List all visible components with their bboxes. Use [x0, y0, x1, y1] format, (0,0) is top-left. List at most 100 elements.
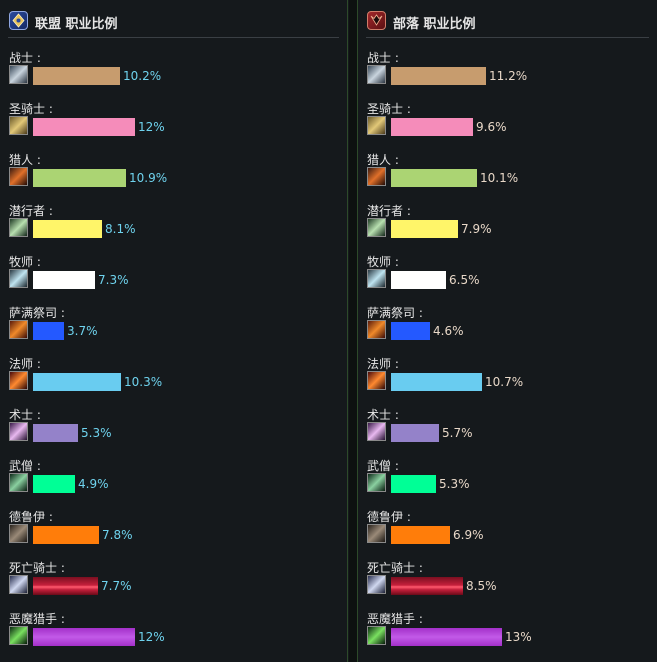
class-name: 牧师 :	[9, 255, 41, 269]
class-ratio-bar	[391, 628, 502, 646]
priest-staff-icon	[367, 269, 386, 288]
class-ratio-bar	[33, 271, 95, 289]
warlock-wand-icon	[9, 422, 28, 441]
class-name: 武僧 :	[9, 459, 41, 473]
class-percent: 12%	[138, 120, 165, 134]
horde-header: 部落 职业比例	[366, 9, 649, 38]
mage-staff-icon	[9, 371, 28, 390]
class-ratio-bar	[391, 67, 486, 85]
monk-staff-icon	[367, 473, 386, 492]
class-name: 潜行者 :	[367, 204, 411, 218]
class-name: 萨满祭司 :	[9, 306, 65, 320]
class-ratio-bar	[33, 118, 135, 136]
class-percent: 10.2%	[123, 69, 162, 83]
monk-staff-icon	[9, 473, 28, 492]
class-percent: 10.3%	[124, 375, 163, 389]
horde-crest-icon	[367, 11, 386, 30]
class-name: 武僧 :	[367, 459, 399, 473]
deathknight-blade-icon	[367, 575, 386, 594]
class-ratio-bar	[33, 424, 78, 442]
deathknight-blade-icon	[9, 575, 28, 594]
class-name: 战士 :	[9, 51, 41, 65]
class-percent: 10.9%	[129, 171, 168, 185]
class-percent: 7.7%	[101, 579, 132, 593]
mage-staff-icon	[367, 371, 386, 390]
class-ratio-bar	[33, 577, 98, 595]
rogue-dagger-icon	[9, 218, 28, 237]
alliance-title: 联盟 职业比例	[35, 17, 118, 32]
horde-panel: 部落 职业比例 战士 : 11.2% 圣骑士 : 9.6% 猎人 : 10.1% 潜行者 :…	[357, 0, 657, 662]
priest-staff-icon	[9, 269, 28, 288]
class-percent: 4.6%	[433, 324, 464, 338]
shaman-totem-icon	[367, 320, 386, 339]
class-name: 圣骑士 :	[367, 102, 411, 116]
warrior-sword-icon	[367, 65, 386, 84]
warrior-sword-icon	[9, 65, 28, 84]
class-ratio-bar	[33, 67, 120, 85]
class-name: 萨满祭司 :	[367, 306, 423, 320]
class-name: 猎人 :	[9, 153, 41, 167]
hunter-bow-icon	[367, 167, 386, 186]
class-percent: 13%	[505, 630, 532, 644]
rogue-dagger-icon	[367, 218, 386, 237]
class-percent: 10.1%	[480, 171, 519, 185]
class-ratio-bar	[391, 424, 439, 442]
class-ratio-bar	[33, 628, 135, 646]
class-percent: 12%	[138, 630, 165, 644]
class-name: 潜行者 :	[9, 204, 53, 218]
class-name: 法师 :	[367, 357, 399, 371]
alliance-panel: 联盟 职业比例 战士 : 10.2% 圣骑士 : 12% 猎人 : 10.9% 潜行者 : 8…	[8, 0, 348, 662]
class-name: 死亡骑士 :	[367, 561, 423, 575]
class-name: 术士 :	[9, 408, 41, 422]
class-name: 战士 :	[367, 51, 399, 65]
class-ratio-bar	[33, 322, 64, 340]
class-ratio-bar	[391, 475, 436, 493]
class-percent: 5.7%	[442, 426, 473, 440]
horde-title: 部落 职业比例	[393, 17, 476, 32]
class-percent: 7.3%	[98, 273, 129, 287]
class-ratio-bar	[391, 118, 473, 136]
class-name: 术士 :	[367, 408, 399, 422]
class-name: 法师 :	[9, 357, 41, 371]
class-percent: 5.3%	[439, 477, 470, 491]
demonhunter-glaive-icon	[367, 626, 386, 645]
class-ratio-bar	[391, 322, 430, 340]
warlock-wand-icon	[367, 422, 386, 441]
druid-claw-icon	[367, 524, 386, 543]
class-ratio-bar	[33, 475, 75, 493]
class-name: 恶魔猎手 :	[9, 612, 65, 626]
class-name: 圣骑士 :	[9, 102, 53, 116]
class-percent: 4.9%	[78, 477, 109, 491]
class-percent: 7.8%	[102, 528, 133, 542]
class-percent: 7.9%	[461, 222, 492, 236]
class-name: 德鲁伊 :	[367, 510, 411, 524]
class-ratio-bar	[391, 526, 450, 544]
class-name: 德鲁伊 :	[9, 510, 53, 524]
panel-divider	[349, 0, 357, 662]
class-percent: 3.7%	[67, 324, 98, 338]
class-ratio-bar	[391, 271, 446, 289]
class-name: 死亡骑士 :	[9, 561, 65, 575]
class-ratio-bar	[33, 169, 126, 187]
paladin-hammer-icon	[9, 116, 28, 135]
class-percent: 9.6%	[476, 120, 507, 134]
class-ratio-bar	[391, 577, 463, 595]
class-percent: 10.7%	[485, 375, 524, 389]
hunter-bow-icon	[9, 167, 28, 186]
class-name: 恶魔猎手 :	[367, 612, 423, 626]
class-ratio-bar	[33, 373, 121, 391]
alliance-header: 联盟 职业比例	[8, 9, 339, 38]
alliance-crest-icon	[9, 11, 28, 30]
class-ratio-bar	[391, 373, 482, 391]
class-percent: 8.5%	[466, 579, 497, 593]
class-percent: 5.3%	[81, 426, 112, 440]
shaman-totem-icon	[9, 320, 28, 339]
class-name: 猎人 :	[367, 153, 399, 167]
demonhunter-glaive-icon	[9, 626, 28, 645]
class-name: 牧师 :	[367, 255, 399, 269]
class-ratio-bar	[33, 220, 102, 238]
class-percent: 6.5%	[449, 273, 480, 287]
paladin-hammer-icon	[367, 116, 386, 135]
class-percent: 6.9%	[453, 528, 484, 542]
class-percent: 8.1%	[105, 222, 136, 236]
